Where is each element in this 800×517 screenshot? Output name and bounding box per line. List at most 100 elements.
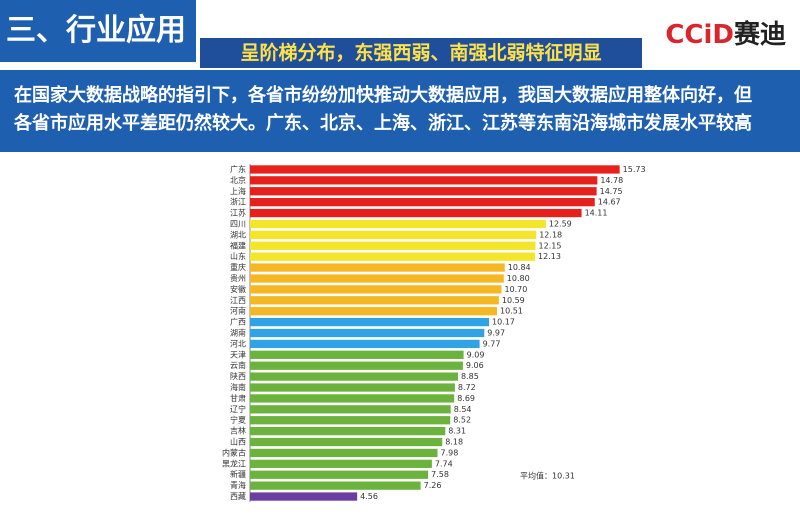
y-tick-label: 陕西 xyxy=(230,371,246,381)
y-tick-label: 四川 xyxy=(230,219,246,228)
value-label: 8.31 xyxy=(448,427,466,436)
y-tick-label: 河南 xyxy=(230,306,246,316)
bar xyxy=(250,350,464,359)
y-tick-label: 海南 xyxy=(230,382,246,392)
y-tick-label: 吉林 xyxy=(230,426,246,436)
bar xyxy=(250,187,597,196)
value-label: 8.85 xyxy=(461,372,479,381)
value-label: 8.18 xyxy=(445,438,463,447)
y-tick-label: 广东 xyxy=(230,164,246,174)
value-label: 10.51 xyxy=(500,307,523,316)
value-label: 10.70 xyxy=(504,285,527,294)
bar xyxy=(250,219,546,229)
bar xyxy=(250,296,499,305)
value-label: 4.56 xyxy=(360,492,378,501)
value-label: 12.15 xyxy=(539,241,562,250)
value-label: 14.11 xyxy=(585,209,608,218)
y-tick-label: 安徽 xyxy=(230,284,246,294)
text-band: 在国家大数据战略的指引下，各省市纷纷加快推动大数据应用，我国大数据应用整体向好，… xyxy=(0,70,800,152)
y-tick-label: 上海 xyxy=(230,186,246,196)
bar xyxy=(250,274,504,283)
bar xyxy=(250,252,536,261)
bar xyxy=(250,394,455,403)
bar xyxy=(250,241,536,250)
bar xyxy=(250,372,458,381)
text-line: 各省市应用水平差距仍然较大。广东、北京、上海、浙江、江苏等东南沿海城市发展水平较… xyxy=(14,113,752,134)
value-label: 15.73 xyxy=(623,165,646,174)
value-label: 9.06 xyxy=(466,361,484,370)
bar xyxy=(250,416,451,425)
y-tick-label: 浙江 xyxy=(230,197,246,207)
chart: 平均值：10.31 广东 15.73 北京 14.78 上海 14.75 浙江 14.67 江苏… xyxy=(222,164,646,502)
bar xyxy=(250,165,620,174)
value-label: 12.13 xyxy=(538,252,561,261)
bar xyxy=(250,459,432,468)
y-tick-label: 西藏 xyxy=(230,491,246,501)
logo-text: 赛迪 xyxy=(733,20,786,50)
y-tick-label: 辽宁 xyxy=(230,404,246,414)
value-label: 10.80 xyxy=(507,274,530,283)
y-tick-label: 江苏 xyxy=(230,208,246,218)
annotation: 平均值：10.31 xyxy=(520,471,575,481)
logo-mark: CCiD xyxy=(665,20,734,50)
value-label: 8.69 xyxy=(457,394,475,403)
bar xyxy=(250,208,582,218)
y-tick-label: 福建 xyxy=(230,240,246,250)
value-label: 12.18 xyxy=(539,230,562,239)
value-label: 7.74 xyxy=(435,459,453,468)
bar xyxy=(250,230,537,240)
value-label: 10.17 xyxy=(492,318,515,327)
bar xyxy=(250,307,497,316)
bar xyxy=(250,470,429,479)
y-tick-label: 新疆 xyxy=(230,469,246,479)
bar xyxy=(250,492,358,501)
bar xyxy=(250,481,421,490)
bar xyxy=(250,263,505,272)
value-label: 8.54 xyxy=(454,405,472,414)
bar xyxy=(250,437,443,447)
bar xyxy=(250,328,485,338)
value-label: 14.67 xyxy=(598,198,621,207)
y-tick-label: 天津 xyxy=(230,349,246,359)
value-label: 9.97 xyxy=(487,329,505,338)
bar xyxy=(250,361,463,370)
bar xyxy=(250,405,451,414)
bar xyxy=(250,339,480,349)
y-tick-label: 重庆 xyxy=(230,262,246,272)
y-tick-label: 湖北 xyxy=(230,230,246,239)
value-label: 9.77 xyxy=(483,339,501,348)
y-tick-label: 广西 xyxy=(230,317,246,327)
slide-title: 三、行业应用 xyxy=(0,0,196,62)
bar xyxy=(250,426,446,436)
value-label: 10.59 xyxy=(502,296,525,305)
y-tick-label: 甘肃 xyxy=(230,393,246,403)
value-label: 7.26 xyxy=(424,481,442,490)
y-tick-label: 贵州 xyxy=(230,273,246,283)
y-tick-label: 江西 xyxy=(230,296,246,305)
value-label: 14.78 xyxy=(600,176,623,185)
value-label: 8.72 xyxy=(458,383,476,392)
slide-subtitle: 呈阶梯分布，东强西弱、南强北弱特征明显 xyxy=(200,38,642,68)
bar xyxy=(250,198,595,207)
y-tick-label: 河北 xyxy=(230,338,246,348)
bar xyxy=(250,383,455,392)
y-tick-label: 山西 xyxy=(230,437,246,447)
y-tick-label: 青海 xyxy=(230,480,246,490)
logo: CCiD赛迪 xyxy=(665,14,786,51)
bar xyxy=(250,317,489,327)
y-tick-label: 内蒙古 xyxy=(222,447,246,457)
value-label: 14.75 xyxy=(600,187,623,196)
bar xyxy=(250,285,502,294)
value-label: 12.59 xyxy=(549,219,572,228)
text-line: 在国家大数据战略的指引下，各省市纷纷加快推动大数据应用，我国大数据应用整体向好，… xyxy=(14,85,752,106)
y-tick-label: 宁夏 xyxy=(230,415,246,425)
value-label: 7.58 xyxy=(431,470,449,479)
value-label: 7.98 xyxy=(441,448,459,457)
y-tick-label: 北京 xyxy=(230,175,246,185)
value-label: 8.52 xyxy=(453,416,471,425)
bar xyxy=(250,176,598,185)
y-tick-label: 湖南 xyxy=(230,328,246,338)
y-tick-label: 黑龙江 xyxy=(222,458,246,468)
y-tick-label: 山东 xyxy=(230,251,246,261)
